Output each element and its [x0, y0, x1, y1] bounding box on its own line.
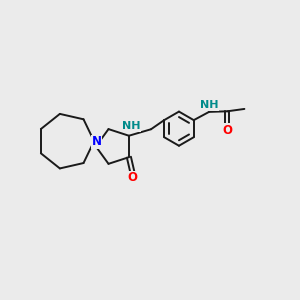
Text: NH: NH: [122, 121, 140, 131]
Text: O: O: [128, 171, 137, 184]
Text: N: N: [92, 135, 101, 148]
Text: O: O: [222, 124, 232, 137]
Text: NH: NH: [200, 100, 219, 110]
